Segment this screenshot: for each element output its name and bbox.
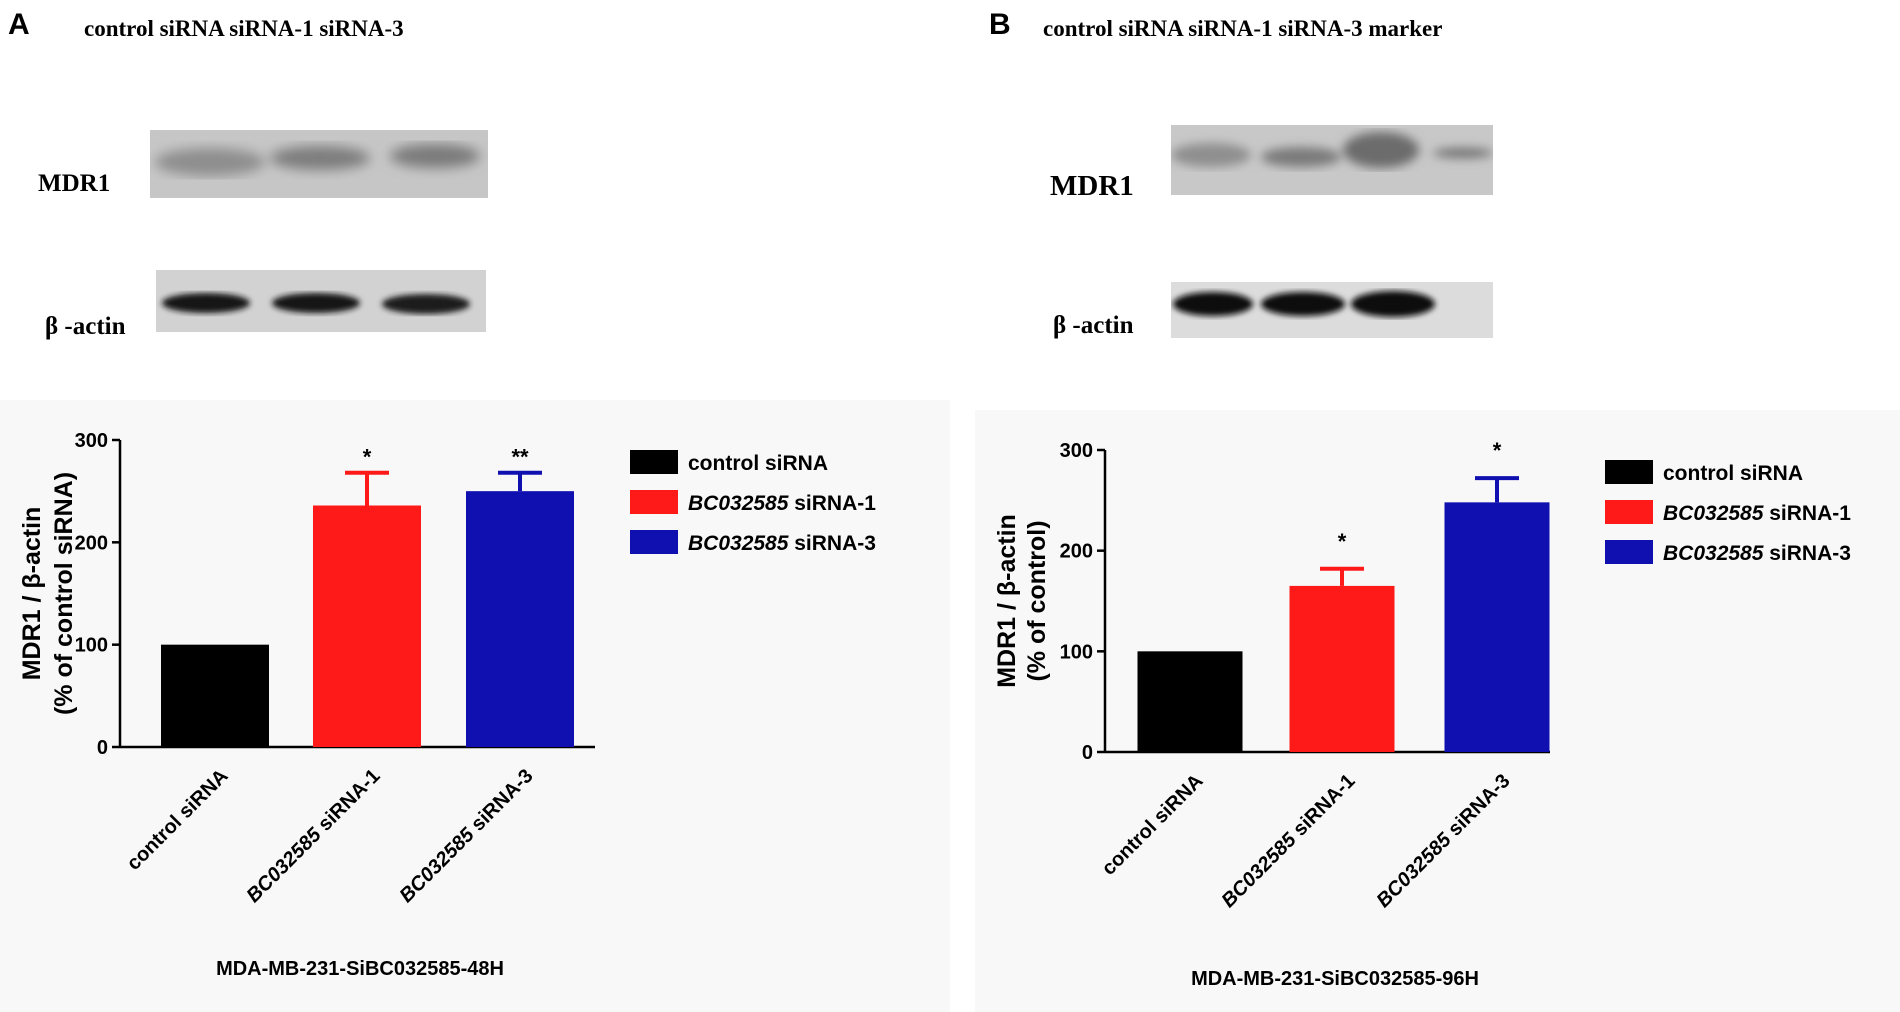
- y-tick-label: 300: [75, 430, 108, 452]
- panel-b: B control siRNA siRNA-1 siRNA-3 marker M…: [975, 0, 1900, 1012]
- legend-swatch: [1605, 540, 1653, 564]
- legend-swatch: [1605, 460, 1653, 484]
- western-blot-mdr1: [1171, 125, 1493, 195]
- panel-letter: B: [989, 8, 1011, 41]
- bar-chart-b: 0 100 200 300 MDR1 / β-actin (% of control) co…: [975, 410, 1900, 1012]
- bar: [1137, 651, 1243, 752]
- bar: [466, 491, 574, 747]
- blot-label-mdr1: MDR1: [38, 170, 111, 197]
- bar: [313, 505, 421, 747]
- legend-swatch: [630, 450, 678, 474]
- chart-background: [975, 410, 1900, 1012]
- lane-header: control siRNA siRNA-1 siRNA-3: [84, 16, 404, 41]
- y-axis-title: MDR1 / β-actin: [993, 514, 1021, 688]
- western-blot-actin: [1171, 282, 1493, 338]
- y-tick-label: 200: [1060, 541, 1093, 563]
- legend-label: BC032585 siRNA-1: [688, 492, 876, 515]
- significance-marker: **: [511, 445, 529, 470]
- legend-label: control siRNA: [688, 452, 828, 475]
- significance-marker: *: [1338, 529, 1347, 554]
- lane-header: control siRNA siRNA-1 siRNA-3 marker: [1043, 16, 1443, 41]
- legend-label: BC032585 siRNA-1: [1663, 502, 1851, 525]
- y-tick-label: 200: [75, 532, 108, 554]
- legend-label: BC032585 siRNA-3: [688, 532, 876, 555]
- legend-swatch: [630, 530, 678, 554]
- cell-line-label: MDA-MB-231-SiBC032585-48H: [216, 958, 504, 980]
- panel-letter: A: [8, 8, 30, 41]
- y-axis-title: (% of control siRNA): [50, 472, 78, 715]
- significance-marker: *: [363, 445, 372, 470]
- significance-marker: *: [1493, 438, 1502, 463]
- y-axis-title: (% of control): [1023, 520, 1051, 681]
- panel-a: A control siRNA siRNA-1 siRNA-3 MDR1 β -…: [0, 8, 950, 1012]
- western-blot-actin: [156, 270, 486, 332]
- legend-label: BC032585 siRNA-3: [1663, 542, 1851, 565]
- legend-swatch: [1605, 500, 1653, 524]
- y-tick-label: 300: [1060, 440, 1093, 462]
- y-tick-label: 0: [97, 737, 108, 759]
- cell-line-label: MDA-MB-231-SiBC032585-96H: [1191, 968, 1479, 990]
- y-tick-label: 100: [1060, 641, 1093, 663]
- bar: [1444, 502, 1550, 752]
- y-tick-label: 0: [1082, 742, 1093, 764]
- y-axis-title: MDR1 / β-actin: [18, 507, 46, 681]
- western-blot-mdr1: [150, 130, 488, 198]
- blot-label-actin: β -actin: [45, 313, 126, 340]
- bar: [161, 644, 269, 747]
- bar: [1289, 585, 1395, 752]
- y-tick-label: 100: [75, 635, 108, 657]
- legend-label: control siRNA: [1663, 462, 1803, 485]
- blot-label-actin: β -actin: [1053, 312, 1134, 339]
- legend-swatch: [630, 490, 678, 514]
- blot-label-mdr1: MDR1: [1050, 170, 1134, 202]
- bar-chart-a: 0 100 200 300 MDR1 / β-actin (% of control si…: [0, 400, 950, 1012]
